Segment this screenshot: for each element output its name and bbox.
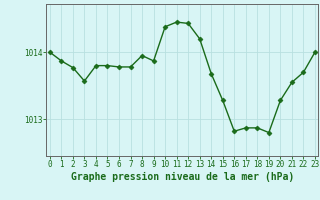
X-axis label: Graphe pression niveau de la mer (hPa): Graphe pression niveau de la mer (hPa) — [71, 172, 294, 182]
